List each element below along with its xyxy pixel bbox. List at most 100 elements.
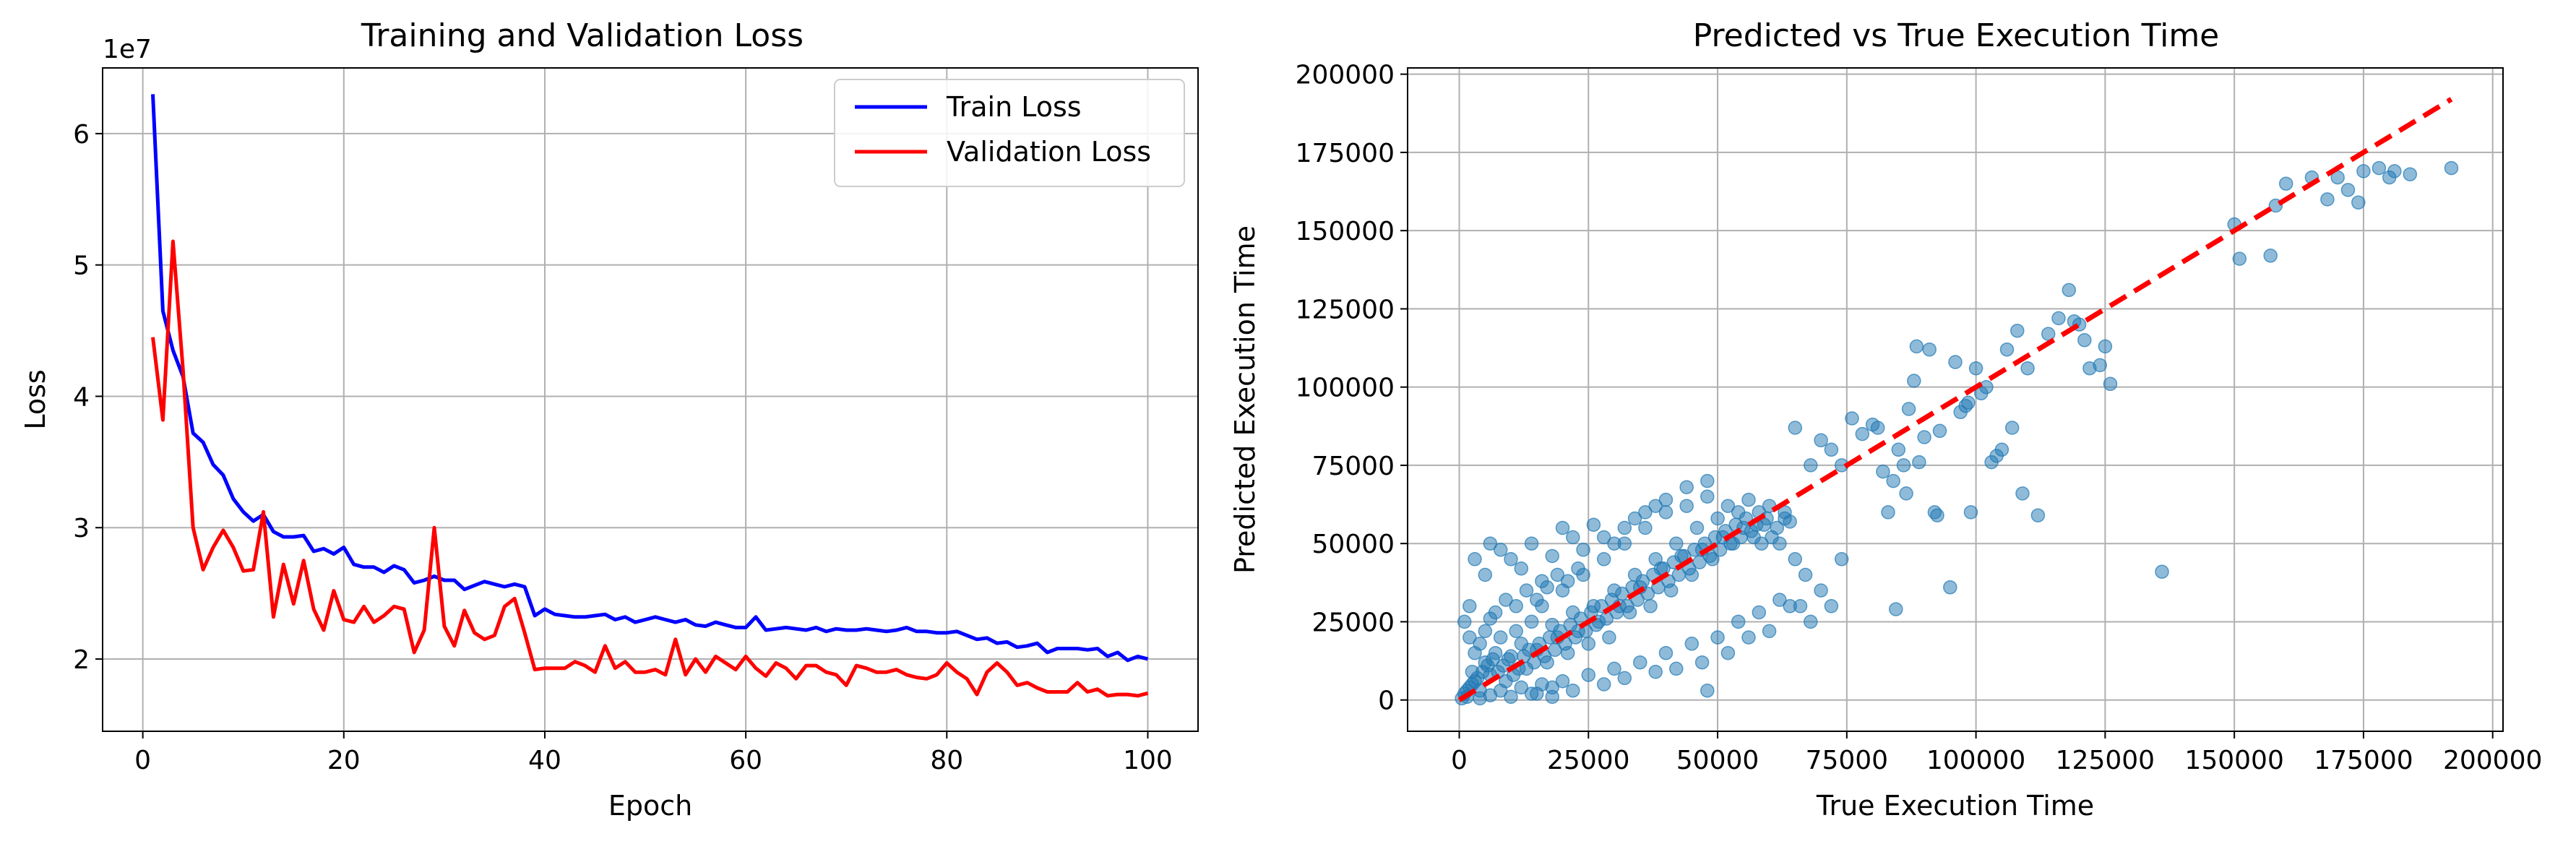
y-tick-label: 175000 bbox=[1296, 139, 1395, 168]
scatter-point bbox=[1617, 520, 1632, 535]
scatter-point bbox=[2232, 251, 2247, 266]
scatter-point bbox=[1478, 567, 1493, 582]
y-tick-label: 50000 bbox=[1311, 530, 1395, 559]
scatter-point bbox=[1968, 361, 1983, 376]
scatter-point bbox=[1620, 599, 1634, 613]
scatter-point bbox=[1804, 614, 1818, 629]
scatter-point bbox=[1689, 520, 1705, 535]
scatter-point bbox=[1540, 580, 1554, 595]
y-tick-label: 125000 bbox=[1296, 295, 1395, 324]
x-tick-label: 100000 bbox=[1926, 746, 2025, 775]
scatter-chart-points bbox=[1455, 160, 2459, 706]
scatter-point bbox=[1545, 548, 1559, 564]
scatter-point bbox=[2278, 176, 2293, 191]
scatter-point bbox=[1700, 489, 1715, 504]
scatter-point bbox=[1509, 624, 1523, 639]
scatter-point bbox=[2051, 311, 2066, 326]
y-tick-label: 3 bbox=[73, 514, 90, 543]
loss-chart-title: Training and Validation Loss bbox=[361, 17, 804, 54]
scatter-point bbox=[1596, 552, 1611, 567]
scatter-point bbox=[1504, 689, 1518, 705]
scatter-point bbox=[2351, 195, 2366, 210]
scatter-chart-x-axis-label: True Execution Time bbox=[1816, 790, 2094, 822]
scatter-chart: Predicted vs True Execution Time 0 25000 5… bbox=[1229, 17, 2542, 822]
scatter-point bbox=[1524, 614, 1539, 629]
scatter-point bbox=[1948, 355, 1963, 369]
scatter-chart-grid bbox=[1408, 68, 2503, 731]
scatter-point bbox=[1917, 430, 1931, 444]
scatter-point bbox=[1720, 645, 1736, 660]
scatter-point bbox=[1509, 599, 1523, 613]
scatter-point bbox=[1617, 671, 1632, 686]
scatter-point bbox=[1514, 680, 1529, 695]
scatter-point bbox=[1535, 677, 1549, 692]
scatter-point bbox=[1658, 492, 1673, 507]
x-tick-label: 125000 bbox=[2056, 746, 2155, 775]
scatter-point bbox=[1463, 599, 1477, 613]
scatter-point bbox=[1922, 342, 1937, 357]
x-tick-label: 25000 bbox=[1547, 746, 1630, 775]
scatter-point bbox=[1899, 486, 1913, 501]
train-loss-line bbox=[151, 94, 1149, 663]
scatter-point bbox=[1731, 614, 1746, 629]
x-tick-label: 0 bbox=[134, 746, 151, 775]
x-tick-label: 60 bbox=[729, 746, 762, 775]
scatter-point bbox=[1909, 339, 1924, 354]
y-tick-label: 6 bbox=[73, 120, 90, 150]
x-tick-label: 0 bbox=[1451, 746, 1468, 775]
scatter-point bbox=[1627, 511, 1642, 526]
scatter-point bbox=[1772, 593, 1787, 607]
scatter-point bbox=[1710, 630, 1725, 645]
scatter-point bbox=[1483, 536, 1498, 551]
scatter-point bbox=[1687, 543, 1702, 557]
scatter-point bbox=[1876, 464, 1890, 479]
loss-chart-legend: Train Loss Validation Loss bbox=[834, 79, 1185, 187]
scatter-point bbox=[1932, 423, 1947, 439]
scatter-point bbox=[1602, 630, 1616, 645]
x-tick-label: 200000 bbox=[2443, 746, 2542, 775]
scatter-point bbox=[1999, 342, 2015, 357]
scatter-point bbox=[1907, 374, 1921, 388]
scatter-point bbox=[2077, 332, 2092, 348]
scatter-chart-ticks: 0 25000 50000 75000 100000 125000 150000 175000… bbox=[1296, 61, 2543, 775]
scatter-point bbox=[1638, 520, 1653, 535]
scatter-point bbox=[1530, 593, 1544, 607]
scatter-point bbox=[1463, 630, 1477, 645]
scatter-point bbox=[1596, 677, 1611, 692]
scatter-point bbox=[1648, 664, 1663, 679]
y-tick-label: 4 bbox=[73, 382, 90, 412]
scatter-point bbox=[1658, 645, 1673, 660]
scatter-point bbox=[1912, 455, 1926, 470]
scatter-point bbox=[1679, 480, 1694, 494]
scatter-point bbox=[1669, 536, 1684, 551]
scatter-point bbox=[1788, 421, 1803, 435]
scatter-point bbox=[2387, 164, 2402, 178]
x-tick-label: 100 bbox=[1123, 746, 1173, 775]
scatter-point bbox=[1488, 605, 1503, 620]
scatter-point bbox=[1555, 520, 1570, 535]
scatter-point bbox=[1943, 580, 1957, 595]
scatter-point bbox=[2093, 358, 2107, 373]
scatter-point bbox=[1783, 599, 1797, 613]
scatter-point bbox=[2444, 160, 2459, 176]
scatter-point bbox=[1754, 536, 1769, 551]
scatter-point bbox=[1814, 583, 1828, 598]
scatter-point bbox=[1615, 586, 1629, 601]
scatter-point bbox=[1493, 683, 1508, 698]
scatter-point bbox=[2356, 164, 2371, 178]
scatter-point bbox=[1607, 661, 1621, 676]
y-tick-label: 200000 bbox=[1296, 61, 1395, 90]
scatter-point bbox=[1501, 652, 1516, 667]
scatter-point bbox=[2010, 323, 2025, 338]
scatter-point bbox=[1679, 499, 1694, 513]
x-tick-label: 20 bbox=[327, 746, 361, 775]
scatter-chart-frame bbox=[1407, 67, 2504, 732]
scatter-point bbox=[1581, 668, 1596, 682]
loss-chart-series bbox=[151, 94, 1149, 698]
scatter-point bbox=[1555, 673, 1570, 689]
scatter-point bbox=[1881, 505, 1895, 520]
scatter-point bbox=[1478, 624, 1493, 639]
scatter-point bbox=[1504, 552, 1518, 567]
scatter-point bbox=[2263, 249, 2278, 263]
scatter-point bbox=[1891, 442, 1906, 457]
